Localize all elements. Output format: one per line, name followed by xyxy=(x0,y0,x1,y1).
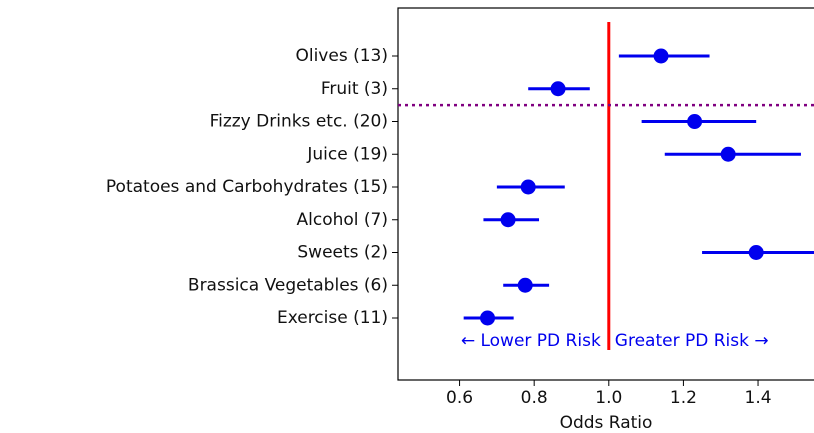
point xyxy=(720,146,736,162)
y-tick-label: Alcohol (7) xyxy=(297,210,388,230)
x-tick-label: 1.2 xyxy=(670,388,697,408)
plot-area xyxy=(398,22,814,350)
point xyxy=(550,81,566,97)
point xyxy=(653,48,669,64)
y-tick-label: Exercise (11) xyxy=(277,308,388,328)
y-tick-label: Olives (13) xyxy=(295,46,388,66)
y-tick-label: Juice (19) xyxy=(306,144,388,164)
y-tick-label: Fruit (3) xyxy=(321,79,388,99)
plot-frame xyxy=(397,7,814,381)
point xyxy=(517,277,533,293)
y-tick-label: Sweets (2) xyxy=(297,243,388,263)
x-tick-label: 1.4 xyxy=(745,388,772,408)
x-tick-label: 0.8 xyxy=(521,388,548,408)
x-axis-label: Odds Ratio xyxy=(560,413,653,433)
point xyxy=(748,245,764,260)
y-tick-label: Potatoes and Carbohydrates (15) xyxy=(106,177,388,197)
annotation: ← Lower PD Risk xyxy=(461,331,601,351)
point xyxy=(500,212,516,228)
x-tick-label: 0.6 xyxy=(446,388,473,408)
point xyxy=(520,179,536,195)
y-tick-label: Brassica Vegetables (6) xyxy=(188,275,388,295)
annotation: Greater PD Risk → xyxy=(615,331,769,351)
point xyxy=(687,114,703,129)
y-tick-label: Fizzy Drinks etc. (20) xyxy=(210,112,388,132)
point xyxy=(480,310,496,326)
x-tick-label: 1.0 xyxy=(595,388,622,408)
